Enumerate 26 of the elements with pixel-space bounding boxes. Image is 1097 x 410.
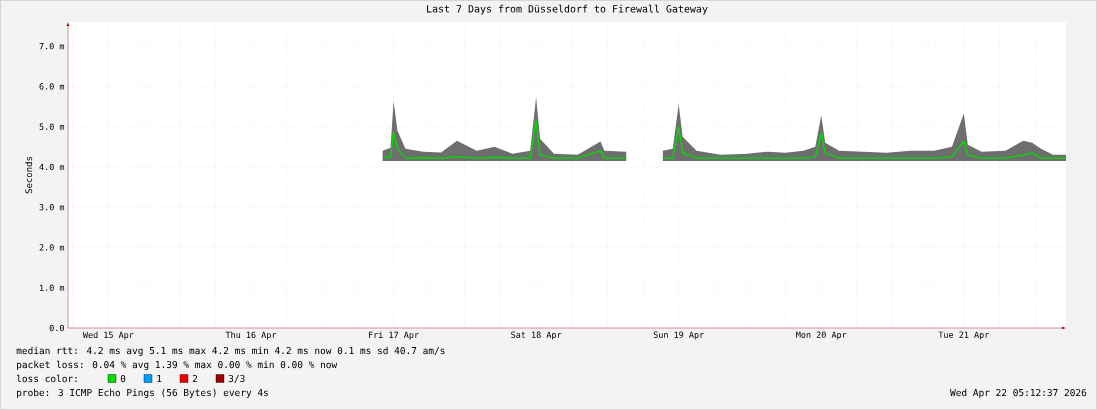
y-tick-label: 2.0 m — [39, 244, 65, 251]
text: packet loss: 0.04 % avg 1.39 % max 0.00 % min 0.00 % now — [17, 360, 338, 371]
y-tick-label: 4.0 m — [39, 163, 65, 171]
x-tick-label: Mon 20 Apr — [796, 331, 847, 340]
text: 1 — [157, 375, 162, 382]
y-tick-label: 5.0 m — [39, 123, 65, 130]
text: 3/3 — [228, 374, 245, 383]
text: probe: 3 ICMP Echo Pings (56 Bytes) every 4s — [17, 388, 268, 399]
y-tick-label: 7.0 m — [39, 42, 65, 50]
x-tick-label: Tue 21 Apr — [938, 331, 989, 340]
y-tick-label: 1.0 m — [40, 284, 65, 291]
text: 2 — [192, 374, 198, 382]
x-tick-label: Fri 17 Apr — [369, 331, 419, 340]
x-tick-label: Sun 19 Apr — [653, 331, 704, 340]
y-tick-label: 0.0 — [49, 324, 64, 332]
y-tick-label: 6.0 m — [39, 83, 65, 90]
chart-title: Last 7 Days from Düsseldorf to Firewall Gateway — [427, 4, 708, 15]
text: median rtt: 4.2 ms avg 5.1 ms max 4.2 ms min 4.2 ms now 0.1 ms sd 40.7 am/s — [16, 346, 445, 357]
x-tick-label: Wed 15 Apr — [82, 331, 134, 340]
x-tick-label: Thu 16 Apr — [225, 331, 277, 340]
y-axis-title: Seconds — [25, 156, 33, 194]
x-tick-label: Sat 18 Apr — [511, 331, 562, 340]
text: 0 — [120, 374, 126, 383]
y-tick-label: 3.0 m — [39, 204, 65, 211]
text: Wed Apr 22 05:12:37 2026 — [950, 388, 1087, 398]
text: loss color: — [16, 374, 77, 383]
